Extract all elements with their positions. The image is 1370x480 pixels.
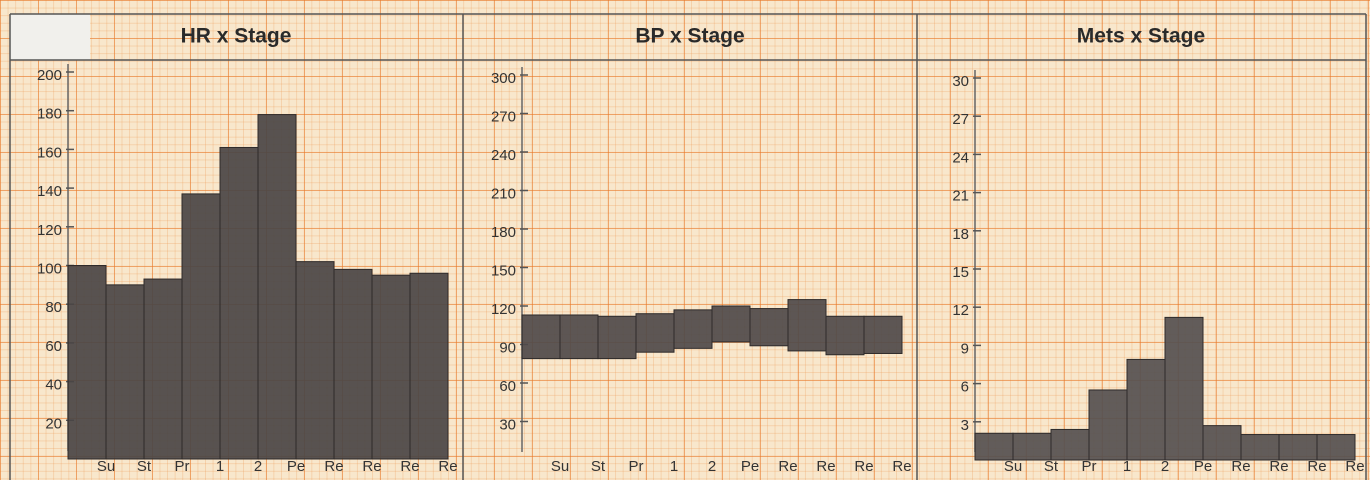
chart-title: HR x Stage <box>181 25 292 48</box>
y-tick-label: 30 <box>499 416 516 433</box>
x-tick-label: 1 <box>670 458 678 475</box>
y-tick-label: 270 <box>491 108 516 125</box>
range-bar <box>749 308 789 347</box>
chart-title: Mets x Stage <box>1077 25 1205 48</box>
y-tick-label: 12 <box>952 302 969 319</box>
bar <box>1202 425 1242 461</box>
y-tick-label: 180 <box>37 106 62 123</box>
y-tick-label: 180 <box>491 224 516 241</box>
y-tick-label: 100 <box>37 260 62 277</box>
x-tick-label: Su <box>551 458 569 475</box>
x-tick-label: Re <box>1307 458 1326 475</box>
y-tick-label: 140 <box>37 183 62 200</box>
bar <box>181 193 221 460</box>
bar <box>1278 434 1318 461</box>
y-tick-label: 18 <box>952 226 969 243</box>
y-tick-label: 60 <box>499 378 516 395</box>
bar <box>1316 434 1356 461</box>
range-bar <box>711 305 751 343</box>
x-tick-label: St <box>137 458 152 475</box>
bar <box>1050 428 1090 461</box>
x-tick-label: Re <box>816 458 835 475</box>
y-tick-label: 21 <box>952 188 969 205</box>
y-tick-label: 200 <box>37 67 62 84</box>
y-tick-label: 160 <box>37 144 62 161</box>
y-tick-label: 40 <box>45 377 62 394</box>
x-tick-label: Re <box>1345 458 1364 475</box>
x-tick-label: Re <box>778 458 797 475</box>
x-tick-label: 2 <box>254 458 262 475</box>
bar <box>67 265 107 460</box>
y-tick-label: 210 <box>491 185 516 202</box>
bar <box>143 278 183 460</box>
range-bar <box>673 309 713 349</box>
x-tick-label: Re <box>362 458 381 475</box>
y-tick-label: 27 <box>952 111 969 128</box>
x-tick-label: Pe <box>1194 458 1212 475</box>
bar <box>1088 389 1128 461</box>
y-tick-label: 24 <box>952 149 969 166</box>
x-tick-label: Pr <box>175 458 190 475</box>
range-bar <box>825 315 865 356</box>
y-tick-label: 80 <box>45 299 62 316</box>
y-tick-label: 20 <box>45 415 62 432</box>
x-tick-label: Re <box>854 458 873 475</box>
y-tick-label: 3 <box>961 417 969 434</box>
x-tick-label: Su <box>97 458 115 475</box>
y-tick-label: 150 <box>491 262 516 279</box>
y-tick-label: 60 <box>45 338 62 355</box>
y-tick-label: 6 <box>961 379 969 396</box>
x-tick-label: Re <box>1231 458 1250 475</box>
y-tick-label: 300 <box>491 70 516 87</box>
x-tick-label: Re <box>892 458 911 475</box>
bar <box>105 284 145 460</box>
range-bar <box>521 314 561 360</box>
x-tick-label: Pe <box>287 458 305 475</box>
bar <box>1240 434 1280 461</box>
bar <box>1012 432 1052 461</box>
header-blank <box>10 14 90 60</box>
y-tick-label: 9 <box>961 340 969 357</box>
bar <box>1164 316 1204 461</box>
bar <box>1126 358 1166 461</box>
range-bar <box>787 299 827 352</box>
y-tick-label: 90 <box>499 339 516 356</box>
bar <box>371 274 411 460</box>
x-tick-label: Re <box>324 458 343 475</box>
bar <box>409 272 449 460</box>
x-tick-label: 1 <box>216 458 224 475</box>
range-bar <box>863 315 903 354</box>
range-bar <box>597 315 637 360</box>
y-tick-label: 120 <box>491 301 516 318</box>
y-tick-label: 120 <box>37 222 62 239</box>
bar <box>295 261 335 460</box>
bar <box>219 146 259 460</box>
x-tick-label: Pr <box>629 458 644 475</box>
x-tick-label: Su <box>1004 458 1022 475</box>
x-tick-label: Re <box>1269 458 1288 475</box>
y-tick-label: 15 <box>952 264 969 281</box>
x-tick-label: St <box>1044 458 1059 475</box>
x-tick-label: Re <box>438 458 457 475</box>
x-tick-label: 2 <box>708 458 716 475</box>
range-bar <box>559 314 599 360</box>
x-tick-label: Re <box>400 458 419 475</box>
bar <box>974 432 1014 461</box>
bar <box>333 268 373 460</box>
y-tick-label: 30 <box>952 73 969 90</box>
x-tick-label: St <box>591 458 606 475</box>
y-tick-label: 240 <box>491 147 516 164</box>
bar <box>257 114 297 460</box>
chart-title: BP x Stage <box>635 25 744 48</box>
x-tick-label: 1 <box>1123 458 1131 475</box>
x-tick-label: Pe <box>741 458 759 475</box>
x-tick-label: Pr <box>1082 458 1097 475</box>
range-bar <box>635 313 675 353</box>
x-tick-label: 2 <box>1161 458 1169 475</box>
